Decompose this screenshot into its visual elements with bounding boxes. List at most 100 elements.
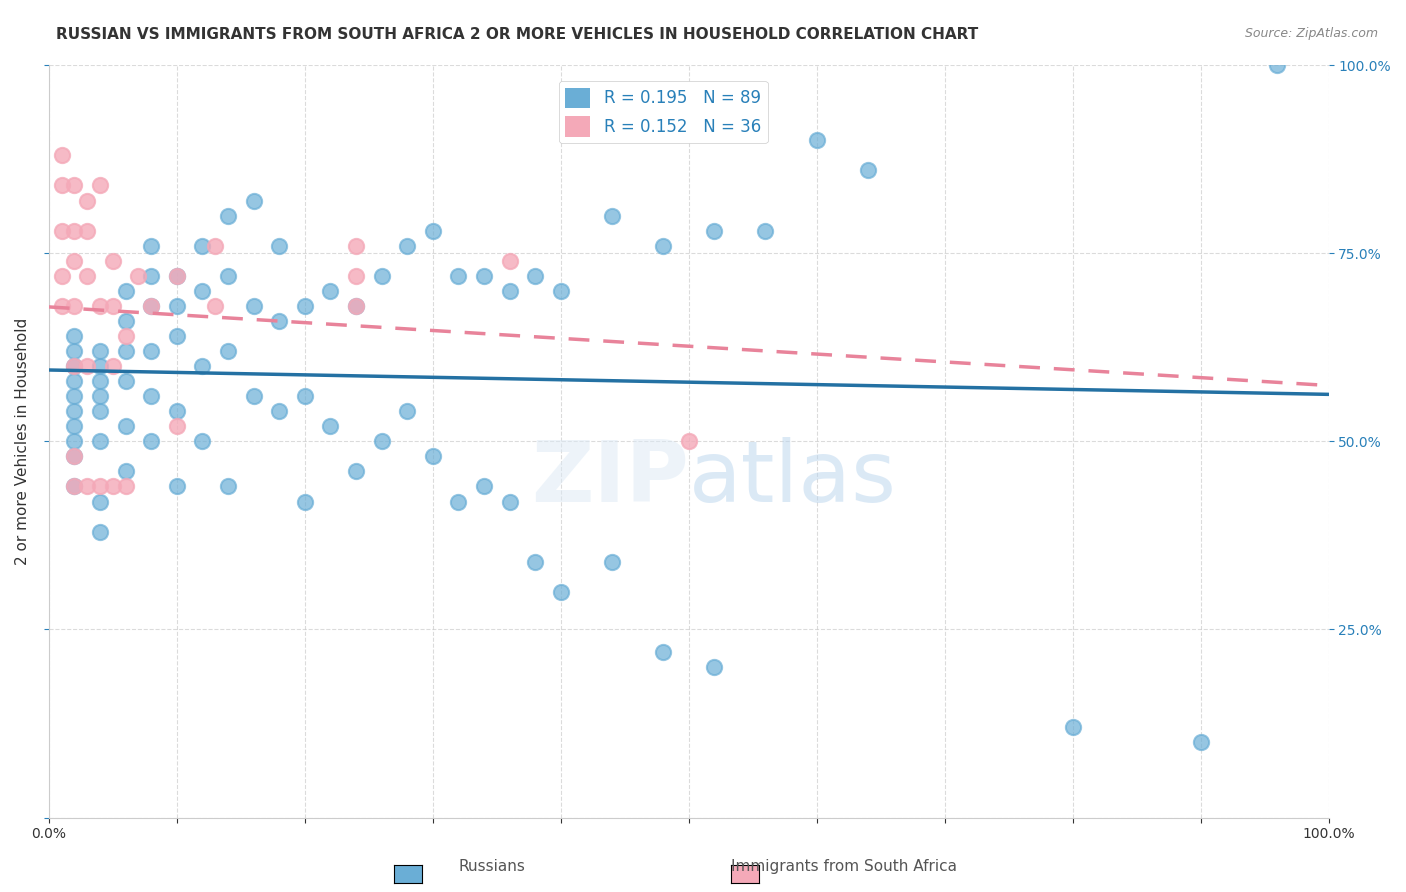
Point xyxy=(51,299,73,313)
Point xyxy=(396,404,419,418)
Point xyxy=(344,299,367,313)
Y-axis label: 2 or more Vehicles in Household: 2 or more Vehicles in Household xyxy=(15,318,30,565)
Point xyxy=(139,434,162,449)
Point xyxy=(89,359,111,373)
Point xyxy=(63,224,86,238)
Point xyxy=(447,268,470,283)
Point xyxy=(89,479,111,493)
Point xyxy=(63,404,86,418)
Point xyxy=(51,268,73,283)
Point xyxy=(114,284,136,298)
Point xyxy=(89,178,111,193)
Point xyxy=(550,585,572,599)
Point xyxy=(114,344,136,359)
Point xyxy=(319,419,342,434)
Point xyxy=(89,374,111,388)
Text: Russians: Russians xyxy=(458,859,526,874)
Point xyxy=(191,359,214,373)
Point xyxy=(217,479,239,493)
Point xyxy=(76,224,98,238)
Point xyxy=(63,374,86,388)
Point xyxy=(422,224,444,238)
Point xyxy=(139,389,162,403)
Point xyxy=(344,299,367,313)
Point xyxy=(127,268,149,283)
Point xyxy=(422,450,444,464)
Point xyxy=(101,359,124,373)
Point xyxy=(114,329,136,343)
Point xyxy=(166,479,188,493)
Point xyxy=(217,344,239,359)
Point xyxy=(447,494,470,508)
Point xyxy=(101,479,124,493)
Point xyxy=(1267,58,1289,72)
Point xyxy=(652,645,675,659)
Point xyxy=(191,284,214,298)
Point xyxy=(89,299,111,313)
Point xyxy=(217,268,239,283)
Point xyxy=(498,253,520,268)
Legend: R = 0.195   N = 89, R = 0.152   N = 36: R = 0.195 N = 89, R = 0.152 N = 36 xyxy=(558,81,768,144)
Point xyxy=(114,465,136,479)
Point xyxy=(217,209,239,223)
Point xyxy=(63,389,86,403)
Text: Source: ZipAtlas.com: Source: ZipAtlas.com xyxy=(1244,27,1378,40)
Point xyxy=(294,494,316,508)
Point xyxy=(550,284,572,298)
Point xyxy=(600,209,623,223)
Point xyxy=(63,450,86,464)
Point xyxy=(191,238,214,252)
Point xyxy=(472,268,495,283)
Point xyxy=(76,479,98,493)
Point xyxy=(63,299,86,313)
Point xyxy=(166,419,188,434)
Point xyxy=(63,329,86,343)
Text: ZIP: ZIP xyxy=(531,437,689,520)
Point xyxy=(63,419,86,434)
Point xyxy=(1062,720,1084,734)
Point xyxy=(63,344,86,359)
Point xyxy=(63,434,86,449)
Point xyxy=(76,268,98,283)
Point xyxy=(139,299,162,313)
Point xyxy=(524,268,547,283)
Point xyxy=(319,284,342,298)
Point xyxy=(472,479,495,493)
Text: Immigrants from South Africa: Immigrants from South Africa xyxy=(731,859,956,874)
Point xyxy=(166,268,188,283)
Point xyxy=(63,178,86,193)
Point xyxy=(139,299,162,313)
Point xyxy=(63,253,86,268)
Point xyxy=(51,224,73,238)
Point xyxy=(89,434,111,449)
Point xyxy=(166,268,188,283)
Point xyxy=(166,299,188,313)
Point xyxy=(370,268,392,283)
Point xyxy=(269,314,291,328)
Point xyxy=(63,450,86,464)
Point xyxy=(114,314,136,328)
Point xyxy=(89,404,111,418)
Point xyxy=(806,133,828,147)
Point xyxy=(63,359,86,373)
Point xyxy=(294,299,316,313)
Point xyxy=(1189,735,1212,749)
Point xyxy=(76,359,98,373)
Point xyxy=(344,465,367,479)
Point xyxy=(344,268,367,283)
Point xyxy=(856,163,879,178)
Text: RUSSIAN VS IMMIGRANTS FROM SOUTH AFRICA 2 OR MORE VEHICLES IN HOUSEHOLD CORRELAT: RUSSIAN VS IMMIGRANTS FROM SOUTH AFRICA … xyxy=(56,27,979,42)
Point xyxy=(89,389,111,403)
Point xyxy=(51,148,73,162)
Point xyxy=(101,299,124,313)
Point xyxy=(269,238,291,252)
Point xyxy=(101,253,124,268)
Point xyxy=(678,434,700,449)
Point xyxy=(139,344,162,359)
Point xyxy=(344,238,367,252)
Point xyxy=(114,419,136,434)
Point xyxy=(89,344,111,359)
Point xyxy=(242,299,264,313)
Point xyxy=(652,238,675,252)
Point xyxy=(89,494,111,508)
